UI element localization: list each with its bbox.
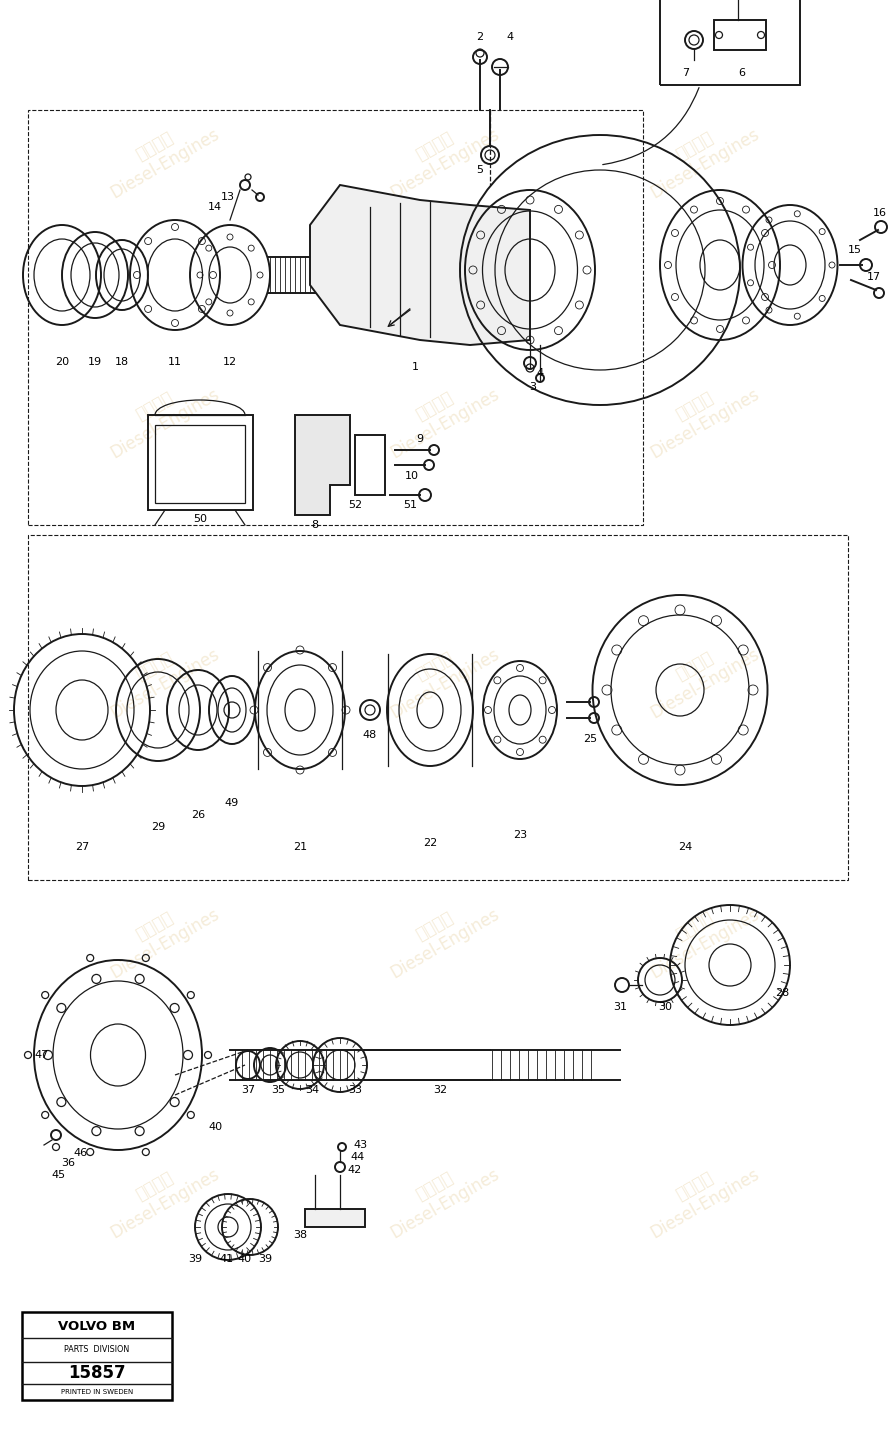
Text: 35: 35 — [271, 1085, 285, 1096]
Text: 21: 21 — [293, 842, 307, 853]
Text: 40: 40 — [237, 1254, 251, 1264]
Text: 48: 48 — [363, 730, 377, 741]
Text: 紫发动力
Diesel-Engines: 紫发动力 Diesel-Engines — [377, 888, 503, 982]
Text: 紫发动力
Diesel-Engines: 紫发动力 Diesel-Engines — [377, 368, 503, 463]
Text: 50: 50 — [193, 514, 207, 524]
Text: 5: 5 — [476, 164, 483, 175]
Polygon shape — [295, 415, 350, 515]
Text: 30: 30 — [658, 1002, 672, 1013]
Text: 15: 15 — [848, 244, 862, 255]
Text: 20: 20 — [55, 356, 69, 367]
Text: 28: 28 — [775, 988, 789, 998]
Text: 15857: 15857 — [69, 1363, 125, 1382]
Bar — [28, 535, 848, 880]
Text: 13: 13 — [221, 192, 235, 202]
Text: 39: 39 — [188, 1254, 202, 1264]
Text: 紫发动力
Diesel-Engines: 紫发动力 Diesel-Engines — [97, 1148, 222, 1243]
Text: 40: 40 — [208, 1122, 222, 1132]
Bar — [714, 20, 766, 49]
Text: 8: 8 — [312, 519, 319, 530]
Text: 4: 4 — [537, 368, 544, 378]
Text: 10: 10 — [405, 471, 419, 482]
Text: 22: 22 — [423, 838, 437, 848]
Text: 33: 33 — [348, 1085, 362, 1096]
Text: 7: 7 — [683, 68, 690, 79]
Text: 27: 27 — [75, 842, 89, 853]
Text: 紫发动力
Diesel-Engines: 紫发动力 Diesel-Engines — [377, 108, 503, 202]
Text: 2: 2 — [476, 32, 483, 42]
Text: 紫发动力
Diesel-Engines: 紫发动力 Diesel-Engines — [377, 1148, 503, 1243]
Text: 37: 37 — [241, 1085, 255, 1096]
Text: 17: 17 — [867, 272, 881, 282]
Text: 12: 12 — [222, 356, 237, 367]
Text: 紫发动力
Diesel-Engines: 紫发动力 Diesel-Engines — [637, 368, 763, 463]
Text: 49: 49 — [225, 797, 239, 808]
Text: 32: 32 — [433, 1085, 447, 1096]
Text: 45: 45 — [51, 1170, 65, 1180]
Text: 39: 39 — [258, 1254, 272, 1264]
Bar — [148, 415, 253, 511]
Text: 6: 6 — [739, 68, 746, 79]
Text: 43: 43 — [353, 1141, 367, 1149]
Text: 47: 47 — [35, 1051, 49, 1061]
Text: 11: 11 — [168, 356, 182, 367]
Text: 46: 46 — [73, 1148, 87, 1158]
Text: 26: 26 — [191, 810, 205, 821]
Text: 41: 41 — [219, 1254, 233, 1264]
Text: 51: 51 — [403, 501, 417, 511]
Bar — [28, 111, 643, 525]
Text: 紫发动力
Diesel-Engines: 紫发动力 Diesel-Engines — [637, 108, 763, 202]
Text: 紫发动力
Diesel-Engines: 紫发动力 Diesel-Engines — [637, 627, 763, 723]
Bar — [305, 1209, 365, 1227]
Text: PRINTED IN SWEDEN: PRINTED IN SWEDEN — [61, 1390, 134, 1395]
Text: 24: 24 — [678, 842, 692, 853]
Bar — [155, 425, 245, 503]
Bar — [22, 1312, 172, 1400]
Text: 紫发动力
Diesel-Engines: 紫发动力 Diesel-Engines — [97, 888, 222, 982]
Text: 42: 42 — [348, 1165, 362, 1176]
Text: VOLVO BM: VOLVO BM — [59, 1320, 135, 1333]
Text: 紫发动力
Diesel-Engines: 紫发动力 Diesel-Engines — [637, 1148, 763, 1243]
Text: 36: 36 — [61, 1158, 75, 1168]
Text: 44: 44 — [351, 1152, 365, 1163]
Text: 3: 3 — [530, 383, 537, 391]
Text: 紫发动力
Diesel-Engines: 紫发动力 Diesel-Engines — [377, 627, 503, 723]
Text: 紫发动力
Diesel-Engines: 紫发动力 Diesel-Engines — [97, 108, 222, 202]
Text: 29: 29 — [151, 822, 166, 832]
Text: 紫发动力
Diesel-Engines: 紫发动力 Diesel-Engines — [97, 368, 222, 463]
Text: 1: 1 — [411, 362, 418, 372]
Text: 18: 18 — [115, 356, 129, 367]
Text: PARTS  DIVISION: PARTS DIVISION — [64, 1346, 130, 1355]
Text: 4: 4 — [506, 32, 514, 42]
Text: 38: 38 — [293, 1229, 307, 1240]
Bar — [355, 435, 385, 495]
Text: 9: 9 — [417, 434, 424, 444]
Text: 34: 34 — [305, 1085, 319, 1096]
Text: 紫发动力
Diesel-Engines: 紫发动力 Diesel-Engines — [97, 627, 222, 723]
Text: 52: 52 — [348, 501, 362, 511]
Text: 25: 25 — [583, 733, 597, 744]
Text: 紫发动力
Diesel-Engines: 紫发动力 Diesel-Engines — [637, 888, 763, 982]
Text: 31: 31 — [613, 1002, 627, 1013]
Text: 19: 19 — [88, 356, 102, 367]
Text: 23: 23 — [513, 829, 527, 840]
Bar — [660, 0, 800, 84]
Polygon shape — [310, 185, 530, 345]
Text: 16: 16 — [873, 208, 887, 218]
Text: 14: 14 — [208, 202, 222, 212]
